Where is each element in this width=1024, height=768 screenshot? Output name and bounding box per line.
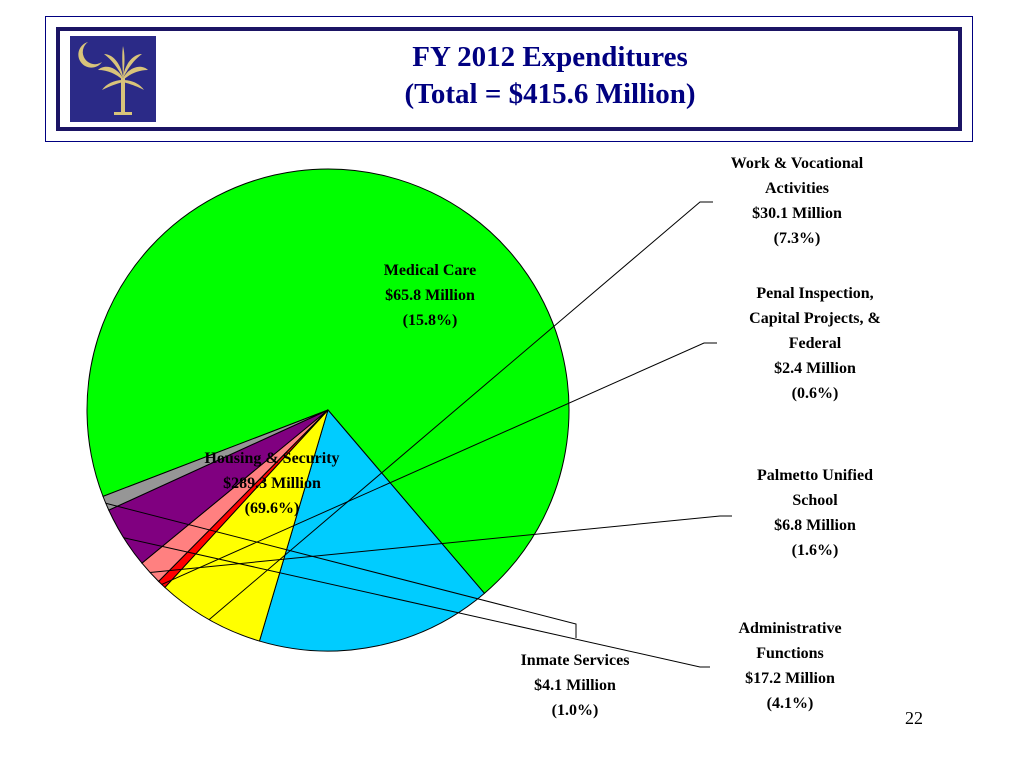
label-housing-security: Housing & Security $289.3 Million (69.6%… xyxy=(204,450,340,517)
leader-line-administrative-functions xyxy=(123,537,710,668)
palmetto-flag-logo xyxy=(70,36,156,122)
title-line-2: (Total = $415.6 Million) xyxy=(404,78,696,110)
palmetto-emblem-icon xyxy=(78,42,148,115)
label-work-vocational: Work & Vocational Activities $30.1 Milli… xyxy=(730,155,864,247)
label-medical-care: Medical Care $65.8 Million (15.8%) xyxy=(383,262,477,329)
header-inner-frame: FY 2012 Expenditures (Total = $415.6 Mil… xyxy=(56,27,962,131)
label-palmetto-unified: Palmetto Unified School $6.8 Million (1.… xyxy=(757,467,873,559)
leader-line-penal-inspection-capital-projects-federal xyxy=(161,342,717,585)
leader-line-work-vocational-activities xyxy=(208,201,713,621)
label-penal-inspection: Penal Inspection, Capital Projects, & Fe… xyxy=(749,285,881,402)
pie-slice-housing-security xyxy=(86,168,570,595)
title-line-1: FY 2012 Expenditures xyxy=(412,41,688,73)
pie-chart-svg xyxy=(86,168,732,668)
label-inmate-services: Inmate Services $4.1 Million (1.0%) xyxy=(520,652,630,719)
page-number: 22 xyxy=(905,708,923,728)
header-frame: FY 2012 Expenditures (Total = $415.6 Mil… xyxy=(45,16,973,142)
leader-line-palmetto-unified-school xyxy=(149,515,732,573)
leader-line-inmate-services xyxy=(105,502,577,638)
pie-slice-medical-care xyxy=(258,408,486,652)
label-administrative: Administrative Functions $17.2 Million (… xyxy=(738,620,842,712)
page-title: FY 2012 Expenditures (Total = $415.6 Mil… xyxy=(390,39,710,113)
pie-chart: Housing & Security $289.3 Million (69.6%… xyxy=(0,140,1024,740)
